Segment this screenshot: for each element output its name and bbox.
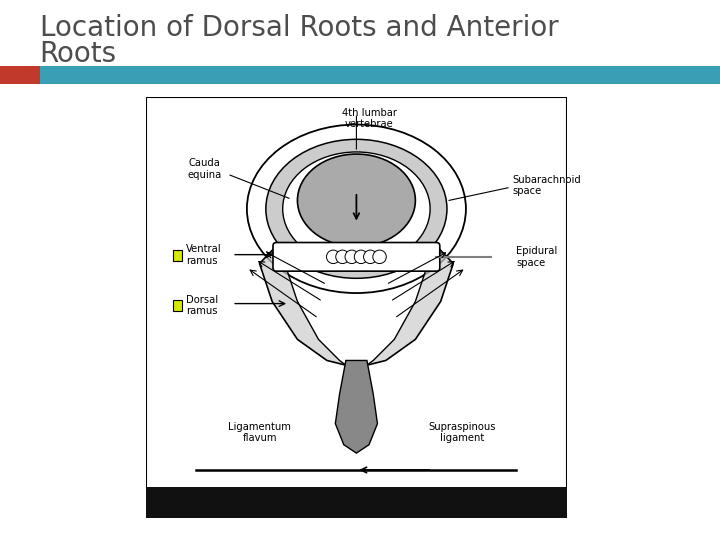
Bar [174,300,182,311]
FancyBboxPatch shape [273,242,440,271]
Text: Supraspinous
ligament: Supraspinous ligament [428,422,495,443]
Text: Ligamentum
flavum: Ligamentum flavum [228,422,291,443]
Bar [146,487,567,518]
Circle shape [326,250,340,264]
Circle shape [354,250,368,264]
Bar [0,66,40,84]
Ellipse shape [266,139,447,278]
Circle shape [373,250,387,264]
Polygon shape [259,246,348,367]
Circle shape [345,250,359,264]
Text: Cauda
equina: Cauda equina [188,158,222,180]
Polygon shape [336,361,377,453]
Polygon shape [365,246,454,367]
Text: Subarachnoid
space: Subarachnoid space [512,175,581,197]
Ellipse shape [297,154,415,247]
Ellipse shape [247,125,466,293]
Text: Epidural
space: Epidural space [516,246,558,268]
Text: 4th lumbar
vertebrae: 4th lumbar vertebrae [341,108,397,130]
Circle shape [364,250,377,264]
Text: Ventral
ramus: Ventral ramus [186,244,222,266]
Bar [174,249,182,261]
Ellipse shape [283,152,430,266]
Circle shape [336,250,349,264]
Text: Dorsal
ramus: Dorsal ramus [186,295,218,316]
Text: Roots: Roots [40,40,117,69]
Text: Location of Dorsal Roots and Anterior: Location of Dorsal Roots and Anterior [40,14,558,42]
